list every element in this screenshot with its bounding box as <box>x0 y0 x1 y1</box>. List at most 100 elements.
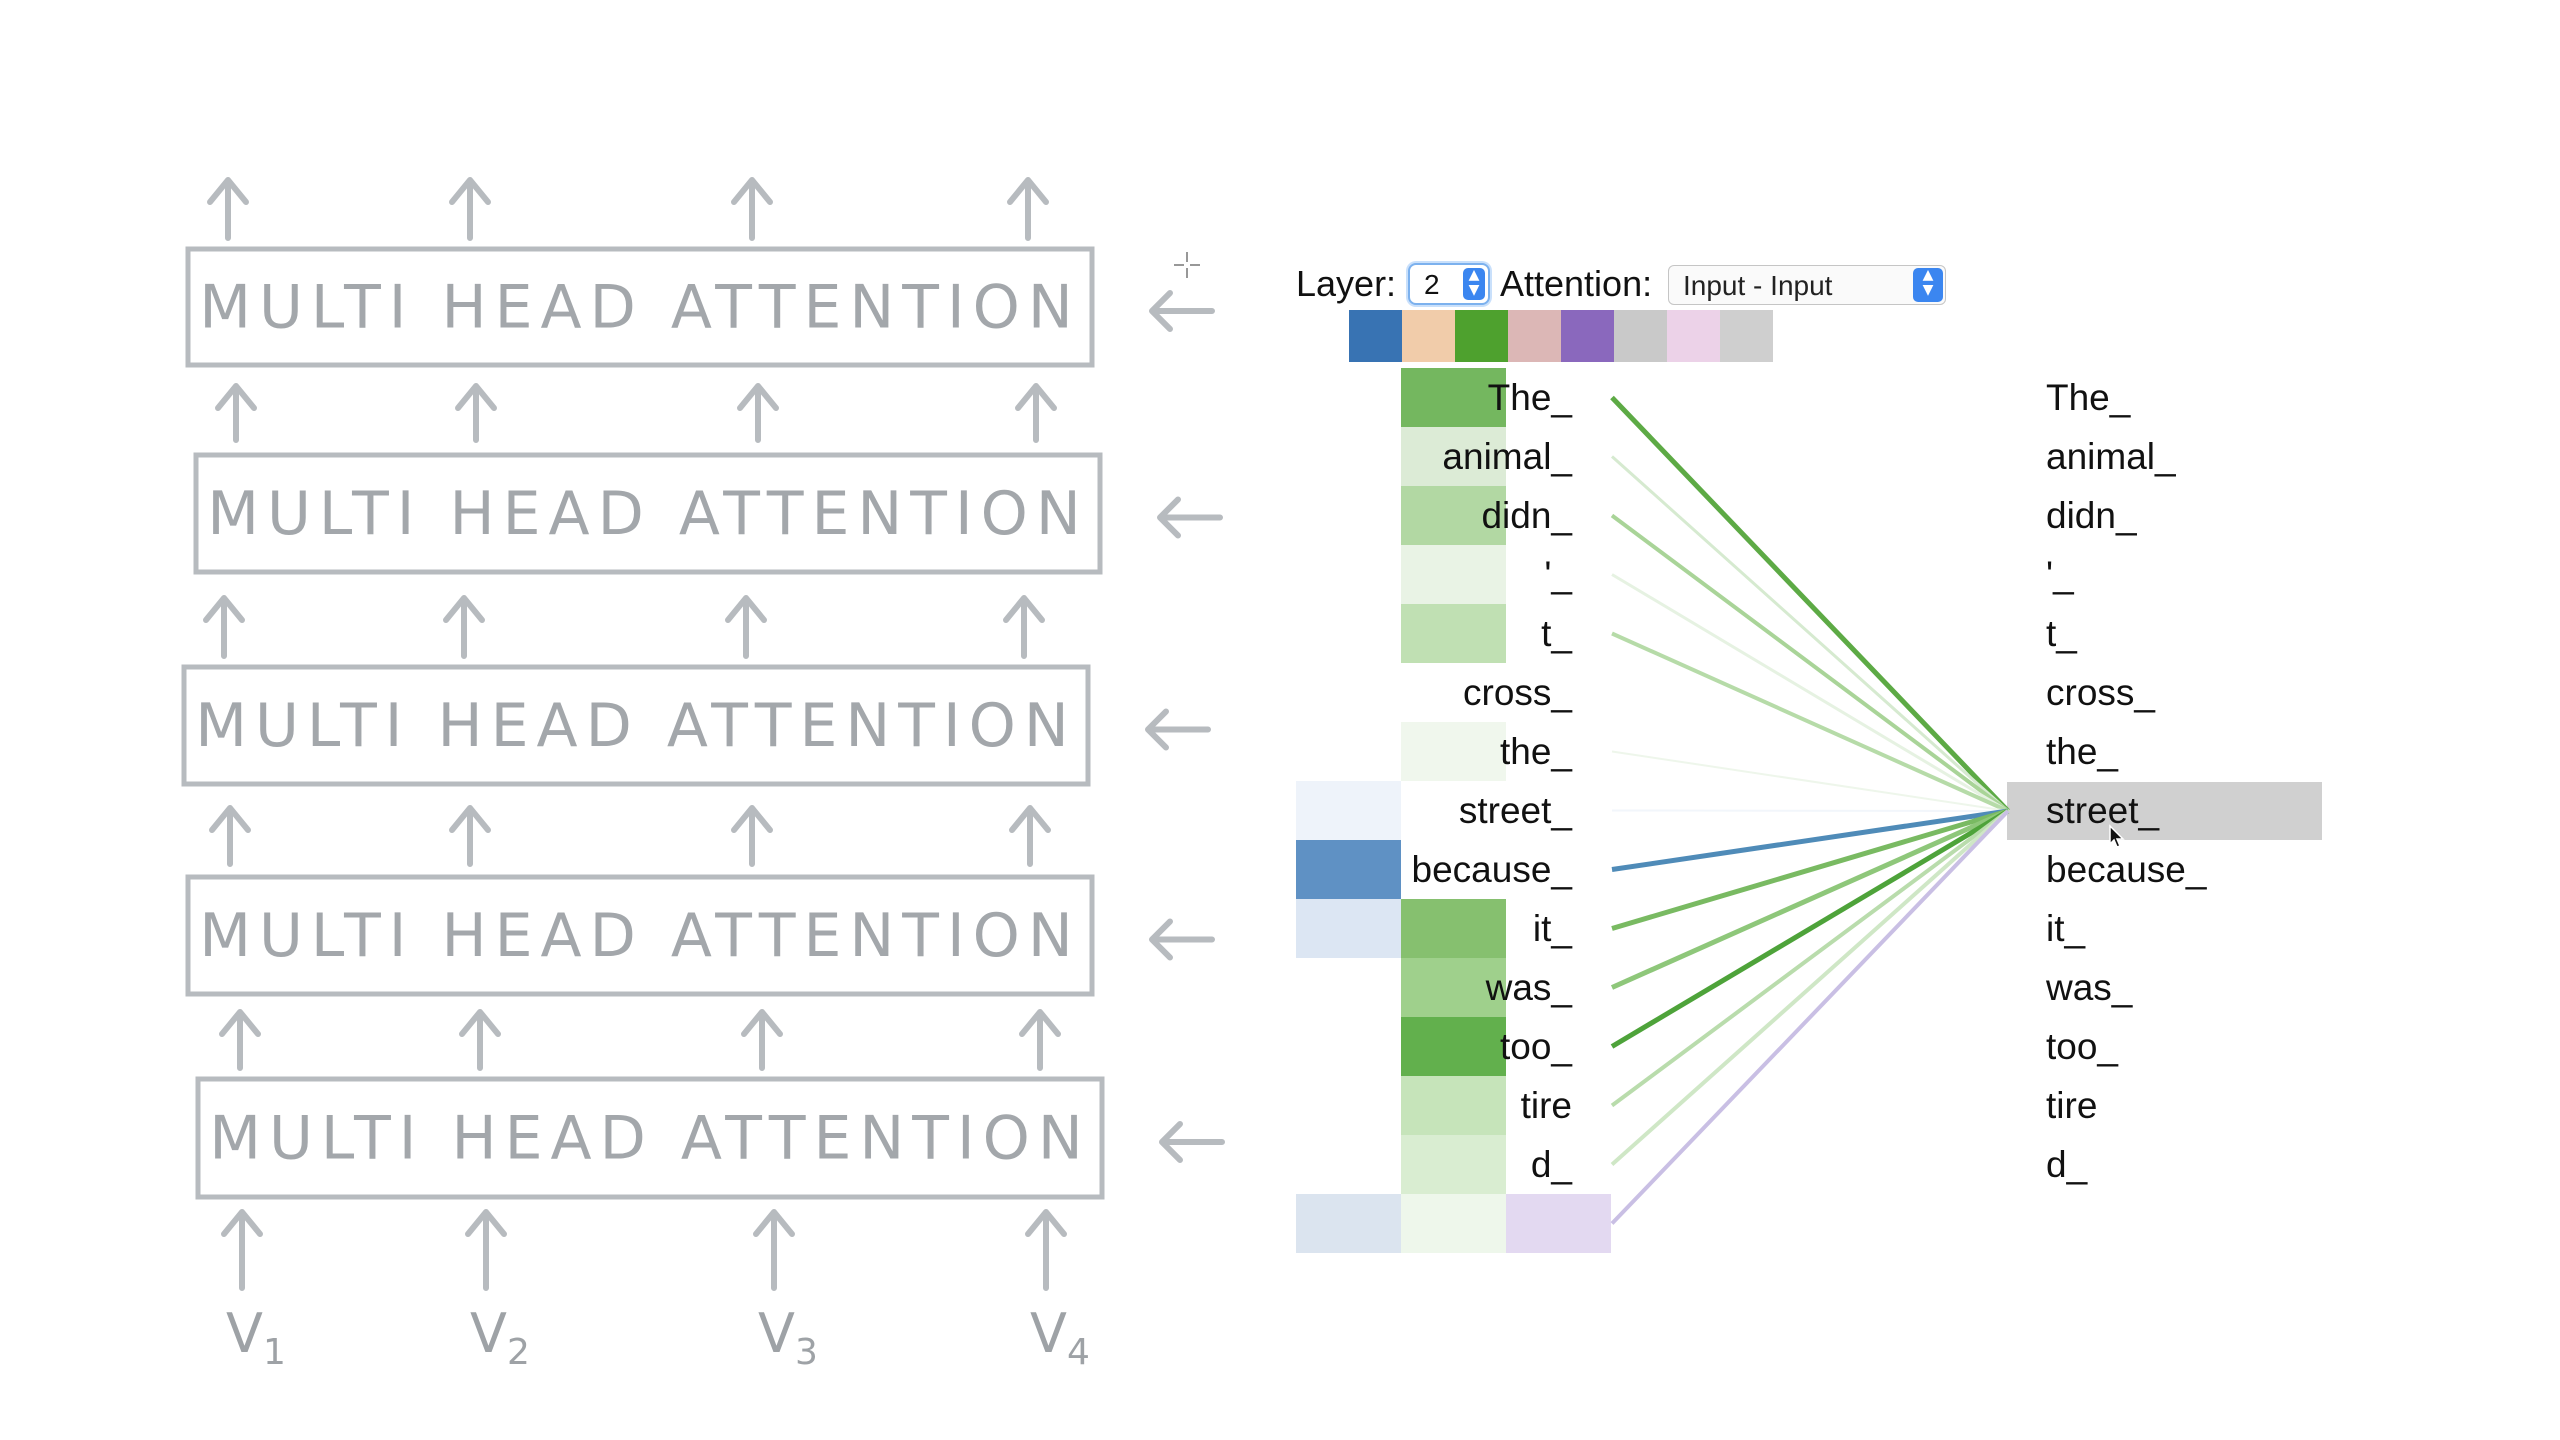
heatmap-cell <box>1401 368 1506 427</box>
right-token[interactable]: it_ <box>2046 908 2086 949</box>
right-token[interactable]: t_ <box>2046 613 2077 654</box>
left-token[interactable]: it_ <box>1532 908 1572 949</box>
left-arrow-icon <box>1149 918 1215 961</box>
head-swatch[interactable] <box>1561 310 1614 362</box>
left-token[interactable]: too_ <box>1499 1026 1572 1067</box>
left-arrow-icon <box>1145 708 1211 751</box>
left-token[interactable]: t_ <box>1541 613 1572 654</box>
layer-select-value: 2 <box>1424 269 1440 300</box>
attention-line <box>1611 573 2009 813</box>
right-token[interactable]: didn_ <box>2046 495 2137 536</box>
right-token[interactable]: animal_ <box>2046 436 2176 477</box>
left-token[interactable]: didn_ <box>1481 495 1572 536</box>
up-arrows <box>209 805 1051 867</box>
right-token[interactable]: too_ <box>2046 1026 2119 1067</box>
attention-line <box>1610 809 2010 1225</box>
head-swatch[interactable] <box>1614 310 1667 362</box>
heatmap-cell <box>1401 1135 1506 1194</box>
heatmap-cell <box>1296 840 1401 899</box>
left-token[interactable]: street_ <box>1458 790 1572 831</box>
mouse-cursor-icon <box>2109 824 2125 848</box>
heatmap-cell <box>1401 1017 1506 1076</box>
up-arrows <box>221 1209 1067 1291</box>
left-token[interactable]: tire <box>1520 1085 1572 1126</box>
input-vector-label: V2 <box>470 1302 530 1373</box>
mha-label: MULTI HEAD ATTENTION <box>199 273 1081 343</box>
up-arrows <box>219 1009 1061 1071</box>
right-token[interactable]: because_ <box>2046 849 2207 890</box>
heatmap-cell <box>1296 1194 1401 1253</box>
left-arrow-icon <box>1159 1121 1225 1163</box>
left-token[interactable]: the_ <box>1499 731 1572 772</box>
selected-token-highlight <box>2007 782 2322 840</box>
right-token[interactable]: d_ <box>2046 1144 2088 1185</box>
crosshair-cursor-icon <box>1174 252 1200 278</box>
left-token[interactable]: was_ <box>1485 967 1572 1008</box>
mha-label: MULTI HEAD ATTENTION <box>199 901 1081 971</box>
right-token[interactable]: the_ <box>2046 731 2119 772</box>
left-arrow-icon <box>1157 496 1223 539</box>
heatmap-cell <box>1401 427 1506 486</box>
head-swatch[interactable] <box>1349 310 1402 362</box>
mha-block: MULTI HEAD ATTENTION <box>185 246 1215 368</box>
up-arrows <box>215 383 1057 443</box>
left-token[interactable]: d_ <box>1530 1144 1572 1185</box>
mha-block: MULTI HEAD ATTENTION <box>193 452 1223 575</box>
head-swatch[interactable] <box>1667 310 1720 362</box>
attention-line <box>1611 808 2009 931</box>
mha-label: MULTI HEAD ATTENTION <box>195 691 1077 761</box>
mha-block: MULTI HEAD ATTENTION <box>181 664 1211 787</box>
attention-line <box>1610 808 2010 990</box>
left-token[interactable]: because_ <box>1411 849 1572 890</box>
heatmap-cell <box>1401 486 1506 545</box>
head-swatch[interactable] <box>1455 310 1508 362</box>
heatmap-cell <box>1401 545 1506 604</box>
head-swatch[interactable] <box>1508 310 1561 362</box>
attention-line <box>1610 809 2010 1166</box>
left-arrow-icon <box>1149 290 1215 332</box>
heatmap-cell <box>1296 899 1401 958</box>
right-token-selected[interactable]: street_ <box>2046 790 2160 831</box>
heatmap-cell <box>1506 1194 1611 1253</box>
right-token[interactable]: '_ <box>2046 554 2074 595</box>
heatmap-cell <box>1401 958 1506 1017</box>
attention-select[interactable]: Input - Input ▲ ▼ <box>1668 265 1946 305</box>
left-token[interactable]: The_ <box>1487 377 1572 418</box>
right-token[interactable]: cross_ <box>2046 672 2155 713</box>
heatmap-cell <box>1401 722 1506 781</box>
head-swatch[interactable] <box>1720 310 1773 362</box>
heatmap-cell <box>1401 1194 1506 1253</box>
mha-label: MULTI HEAD ATTENTION <box>209 1104 1091 1174</box>
right-token[interactable]: tire <box>2046 1085 2098 1126</box>
input-vector-label: V3 <box>758 1302 818 1373</box>
layer-label: Layer: <box>1296 263 1397 304</box>
attention-line <box>1610 395 2010 813</box>
input-vector-label: V1 <box>226 1302 286 1373</box>
attention-line <box>1611 631 2009 813</box>
heatmap-cell <box>1401 604 1506 663</box>
attention-select-value: Input - Input <box>1683 270 1833 301</box>
heatmap-cell <box>1401 899 1506 958</box>
attention-label: Attention: <box>1500 263 1653 304</box>
attention-line <box>1610 513 2010 813</box>
attention-select-arrows-icon[interactable]: ▲ ▼ <box>1913 268 1943 302</box>
head-swatch[interactable] <box>1402 310 1455 362</box>
left-token[interactable]: '_ <box>1544 554 1572 595</box>
layer-select[interactable]: 2 ▲ ▼ <box>1408 263 1490 305</box>
left-token[interactable]: cross_ <box>1463 672 1572 713</box>
attention-line <box>1610 808 2010 1049</box>
up-arrows <box>207 177 1049 241</box>
attention-line <box>1611 808 2009 872</box>
right-token[interactable]: The_ <box>2046 377 2131 418</box>
left-token[interactable]: animal_ <box>1442 436 1572 477</box>
layer-select-arrows-icon[interactable]: ▲ ▼ <box>1463 268 1485 300</box>
heatmap-cell <box>1296 781 1401 840</box>
mha-block: MULTI HEAD ATTENTION <box>195 1076 1225 1200</box>
multi-head-attention-stack-sketch: MULTI HEAD ATTENTION MULTI HEAD ATTENTION… <box>181 177 1225 1373</box>
right-token[interactable]: was_ <box>2046 967 2133 1008</box>
attention-line <box>1611 809 2009 812</box>
attention-line <box>1610 455 2010 813</box>
input-vector-label: V4 <box>1030 1302 1090 1373</box>
